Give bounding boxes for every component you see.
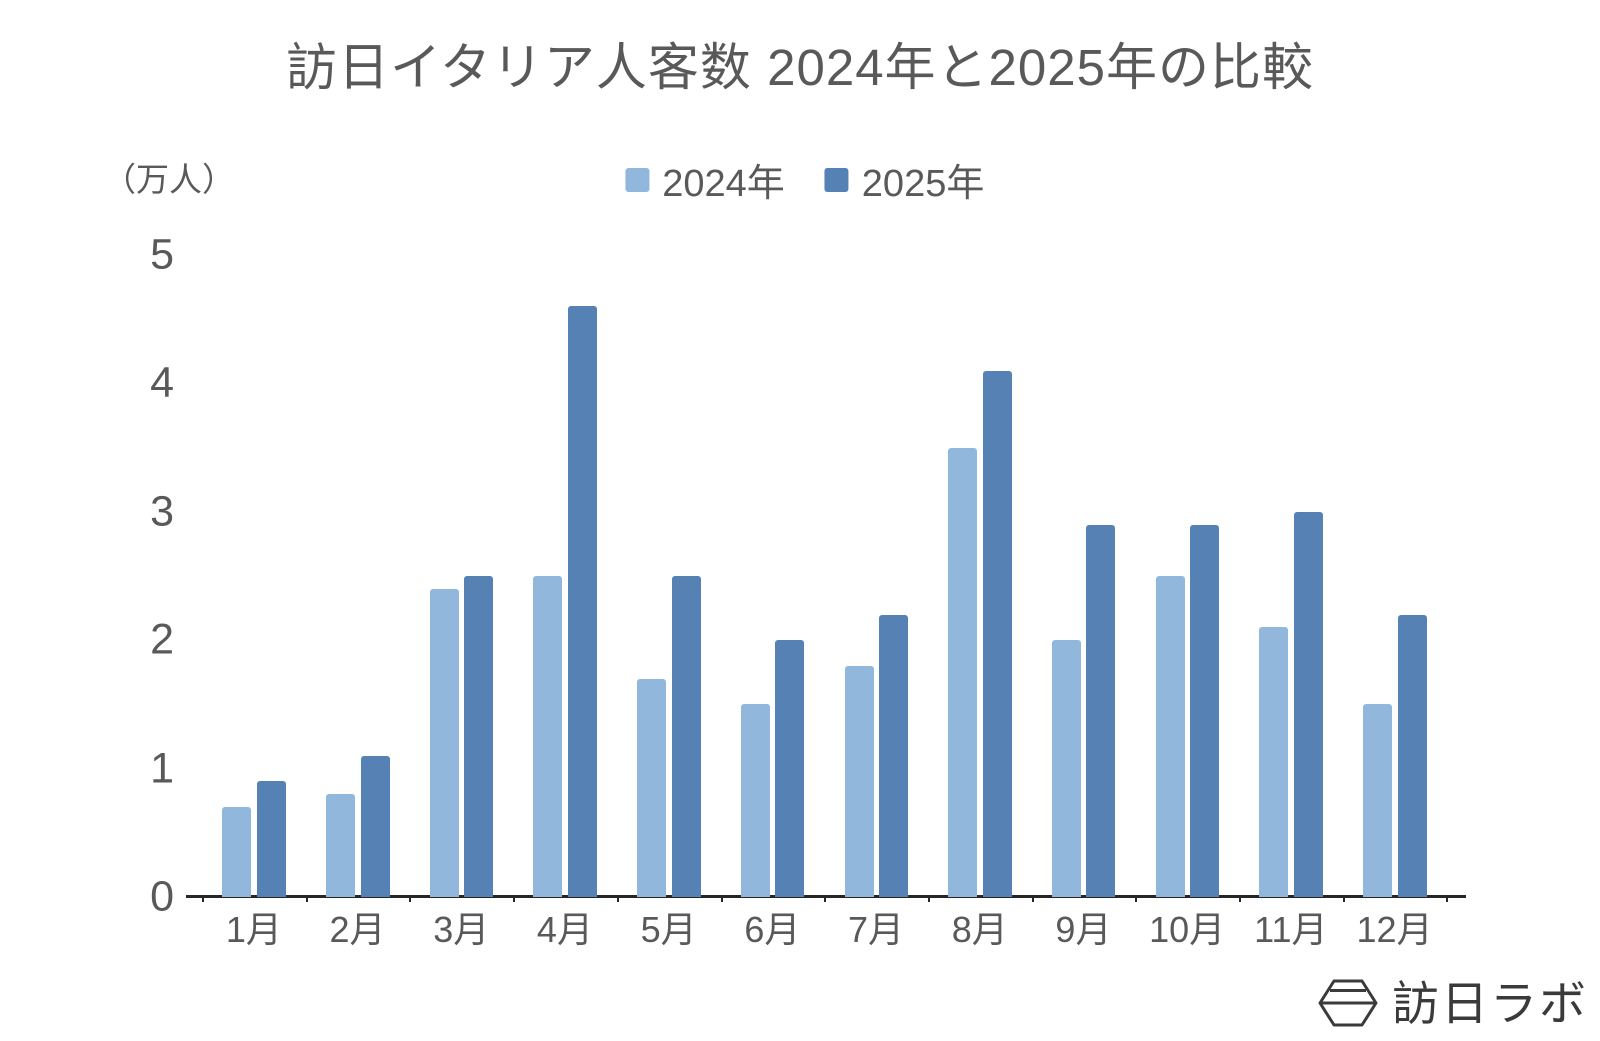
x-tick-label-7月: 7月 xyxy=(848,909,905,950)
bar-2024年-12月 xyxy=(1363,704,1393,897)
x-axis-tick xyxy=(202,895,204,902)
bar-2025年-3月 xyxy=(464,576,494,897)
bar-2024年-1月 xyxy=(222,807,252,897)
bar-2024年-10月 xyxy=(1155,576,1185,897)
bar-2025年-5月 xyxy=(671,576,701,897)
legend-label: 2024年 xyxy=(662,163,785,205)
legend-item-2024年: 2024年 xyxy=(625,152,785,207)
bar-2025年-10月 xyxy=(1190,524,1220,897)
bar-2024年-2月 xyxy=(326,794,356,897)
x-axis-tick xyxy=(409,895,412,902)
bar-2025年-8月 xyxy=(982,370,1012,897)
x-tick-label-1月: 1月 xyxy=(225,909,282,950)
y-tick-label-1: 1 xyxy=(150,744,174,793)
bar-2025年-4月 xyxy=(567,306,597,897)
x-tick-label-2月: 2月 xyxy=(329,909,386,950)
legend: 2024年 2025年 xyxy=(625,152,984,207)
legend-item-2025年: 2025年 xyxy=(824,152,985,207)
x-axis-tick xyxy=(513,895,516,902)
x-tick-label-9月: 9月 xyxy=(1055,909,1112,950)
bar-2025年-11月 xyxy=(1293,511,1323,897)
x-tick-label-5月: 5月 xyxy=(640,909,697,950)
bar-2024年-11月 xyxy=(1259,627,1289,897)
x-axis-tick xyxy=(824,895,827,902)
legend-label: 2025年 xyxy=(861,163,985,205)
hexagon-logo-icon xyxy=(1318,979,1378,1027)
x-tick-label-4月: 4月 xyxy=(536,909,593,950)
y-axis-unit-label: （万人） xyxy=(103,161,235,198)
legend-swatch-icon xyxy=(625,167,650,192)
bar-2024年-6月 xyxy=(740,704,770,897)
honichi-lab-logo: 訪日ラボ xyxy=(1318,975,1588,1031)
x-tick-label-12月: 12月 xyxy=(1356,909,1433,950)
x-axis-tick xyxy=(1342,895,1345,902)
chart-title: 訪日イタリア人客数 2024年と2025年の比較 xyxy=(285,39,1315,96)
y-tick-label-2: 2 xyxy=(150,615,174,664)
x-axis-tick xyxy=(616,895,619,902)
x-tick-label-8月: 8月 xyxy=(951,909,1008,950)
x-tick-label-3月: 3月 xyxy=(433,909,490,950)
y-tick-label-3: 3 xyxy=(150,487,174,536)
bar-2024年-5月 xyxy=(637,678,667,897)
x-axis-tick xyxy=(927,895,930,902)
bar-2025年-2月 xyxy=(360,755,390,897)
x-tick-label-11月: 11月 xyxy=(1254,909,1328,950)
y-tick-label-5: 5 xyxy=(150,230,174,279)
y-tick-label-4: 4 xyxy=(150,358,174,407)
bar-2025年-9月 xyxy=(1086,524,1116,897)
bar-2024年-4月 xyxy=(533,576,563,897)
x-axis-tick xyxy=(305,895,308,902)
bar-2025年-6月 xyxy=(775,640,805,897)
x-axis-tick xyxy=(1446,895,1449,902)
x-axis-tick xyxy=(1031,895,1034,902)
x-axis-tick xyxy=(720,895,723,902)
legend-swatch-icon xyxy=(824,167,849,192)
bar-2025年-12月 xyxy=(1397,614,1427,897)
bar-2025年-1月 xyxy=(256,781,286,897)
logo-text: 訪日ラボ xyxy=(1392,976,1588,1030)
bar-2024年-8月 xyxy=(948,447,978,897)
bar-2024年-9月 xyxy=(1051,640,1081,897)
x-axis-tick xyxy=(1135,895,1138,902)
bar-2024年-7月 xyxy=(844,665,874,897)
x-axis-tick xyxy=(1239,895,1241,902)
bar-2024年-3月 xyxy=(429,588,459,897)
bar-2025年-7月 xyxy=(879,614,909,897)
y-tick-label-0: 0 xyxy=(150,872,174,921)
x-tick-label-10月: 10月 xyxy=(1149,909,1226,950)
x-tick-label-6月: 6月 xyxy=(744,909,801,950)
